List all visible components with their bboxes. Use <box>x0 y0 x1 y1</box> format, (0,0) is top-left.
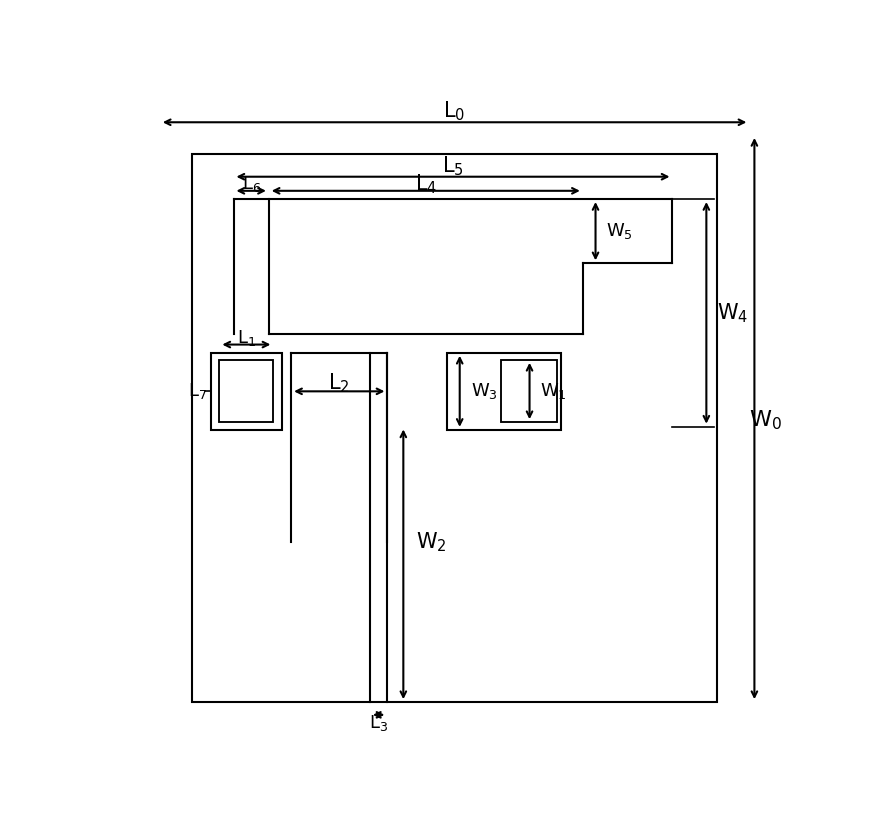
Text: W$_3$: W$_3$ <box>470 381 497 401</box>
Text: W$_5$: W$_5$ <box>606 221 633 241</box>
Bar <box>191 154 717 702</box>
Text: W$_2$: W$_2$ <box>416 530 447 553</box>
Bar <box>219 360 272 422</box>
Text: L$_6$: L$_6$ <box>242 174 260 194</box>
Text: L$_0$: L$_0$ <box>443 100 465 123</box>
Text: W$_0$: W$_0$ <box>748 409 781 432</box>
Bar <box>447 353 560 430</box>
Text: L$_5$: L$_5$ <box>442 154 463 177</box>
Text: L$_1$: L$_1$ <box>237 328 256 348</box>
Text: L$_4$: L$_4$ <box>414 172 437 196</box>
Text: W$_1$: W$_1$ <box>540 381 567 401</box>
Text: W$_4$: W$_4$ <box>717 301 748 325</box>
Text: L$_2$: L$_2$ <box>328 371 350 395</box>
Bar <box>211 353 281 430</box>
Bar <box>501 360 556 422</box>
Text: L$_3$: L$_3$ <box>369 713 387 733</box>
Text: L$_7$: L$_7$ <box>187 381 206 401</box>
